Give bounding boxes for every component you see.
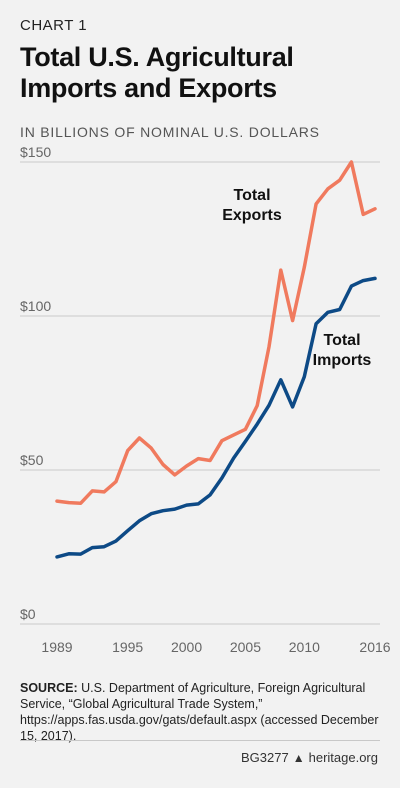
x-tick-label: 1989 (41, 639, 72, 655)
series-label-line: Total (323, 332, 360, 349)
series-line-total-imports (55, 276, 377, 559)
y-tick-label: $0 (20, 606, 36, 622)
y-tick-label: $100 (20, 298, 51, 314)
footer: BG3277 ▲ heritage.org (241, 750, 378, 765)
y-tick-label: $150 (20, 144, 51, 160)
footer-rule (20, 740, 380, 741)
source-note: SOURCE: U.S. Department of Agriculture, … (20, 680, 390, 744)
chart-title: Total U.S. Agricultural Imports and Expo… (20, 42, 294, 103)
series-label-line: Total (233, 187, 270, 204)
series-label-line: Imports (313, 352, 372, 369)
line-chart: $0 $50 $100 $150 1989 1995 2000 2005 2010 2016 Tot… (20, 144, 391, 655)
x-tick-label: 2010 (289, 639, 320, 655)
source-label: SOURCE: (20, 681, 78, 695)
series-label-line: Exports (222, 207, 282, 224)
x-tick-label: 2000 (171, 639, 202, 655)
x-tick-label: 2005 (230, 639, 261, 655)
series-label-total-exports: Total Exports (222, 187, 282, 224)
footer-site[interactable]: heritage.org (308, 750, 378, 765)
x-tick-label: 2016 (359, 639, 390, 655)
y-tick-label: $50 (20, 452, 44, 468)
series-line-total-exports (55, 160, 377, 506)
footer-code: BG3277 (241, 750, 289, 765)
bell-icon: ▲ (292, 750, 305, 765)
source-text: U.S. Department of Agriculture, Foreign … (20, 681, 379, 743)
x-tick-label: 1995 (112, 639, 143, 655)
chart-kicker: CHART 1 (20, 17, 88, 34)
series-label-total-imports: Total Imports (313, 332, 372, 369)
chart-subtitle: IN BILLIONS OF NOMINAL U.S. DOLLARS (20, 124, 320, 140)
